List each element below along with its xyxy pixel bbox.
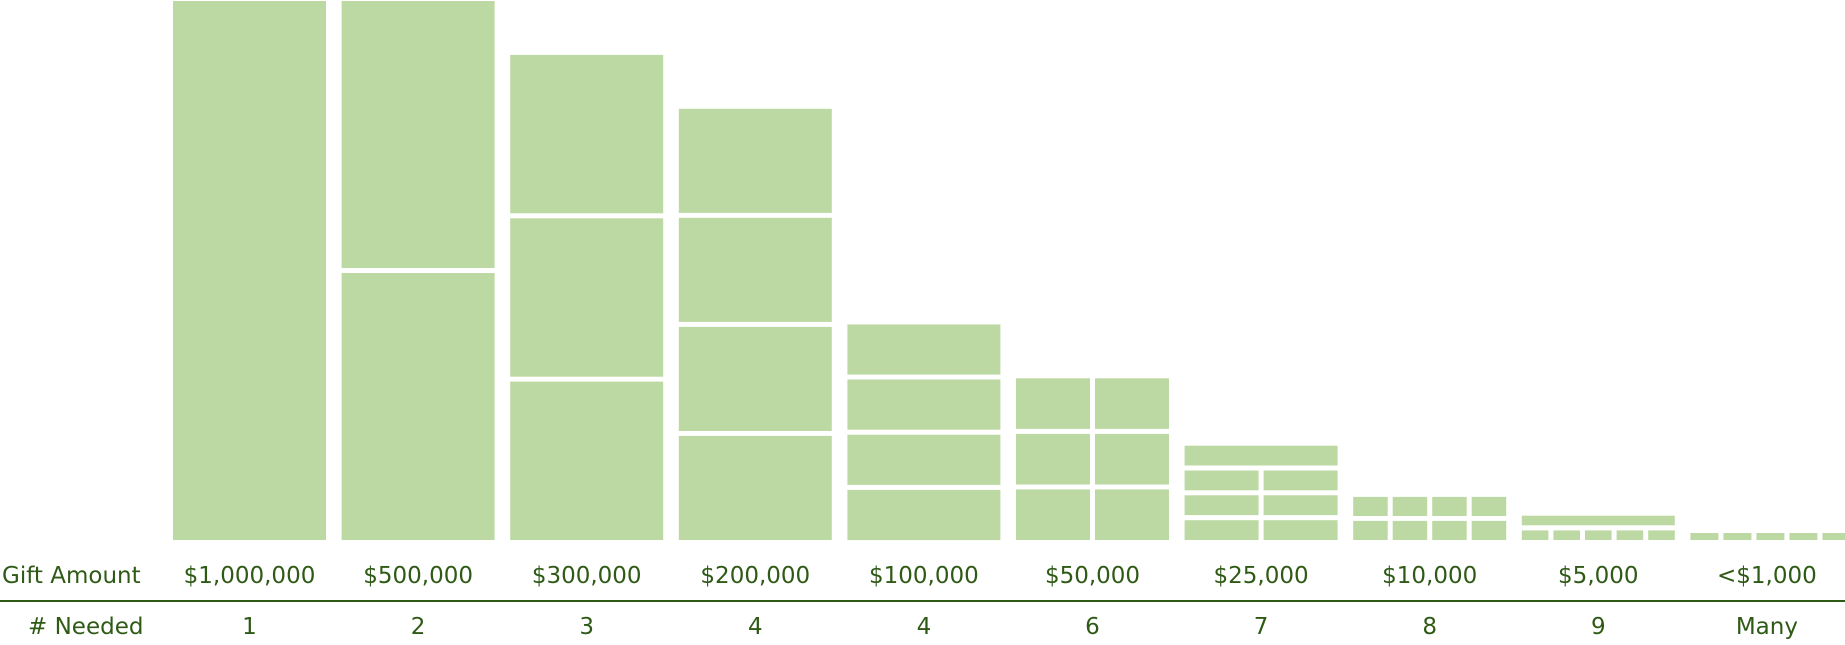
needed-col-8: 8 (1422, 614, 1437, 640)
needed-col-10: Many (1735, 614, 1798, 640)
needed-col-7: 7 (1253, 614, 1269, 640)
gift-amount-col-5: $100,000 (869, 563, 979, 589)
gift-block-col-8-6 (1392, 496, 1428, 516)
gift-block-col-6-5 (1016, 378, 1090, 429)
gift-amount-col-7: $25,000 (1213, 563, 1309, 589)
gift-block-col-8-2 (1392, 520, 1428, 540)
gift-block-col-8-1 (1353, 520, 1388, 540)
needed-col-9: 9 (1590, 614, 1606, 640)
gift-block-col-5-2 (847, 434, 1001, 485)
gift-block-col-7-3 (1184, 495, 1259, 516)
needed-col-1: 1 (242, 614, 257, 640)
gift-block-col-8-5 (1353, 496, 1388, 516)
gift-block-col-10-3 (1756, 533, 1785, 540)
gift-block-col-2-1 (341, 273, 495, 540)
gift-block-col-9-6 (1521, 515, 1675, 526)
gift-amount-col-8: $10,000 (1382, 563, 1478, 589)
gift-block-col-6-3 (1016, 433, 1090, 485)
gift-block-col-4-3 (678, 217, 832, 322)
gift-block-col-4-1 (678, 435, 832, 540)
row-label-gift-amount: Gift Amount (2, 563, 141, 589)
gift-amount-col-10: <$1,000 (1717, 563, 1817, 589)
gift-block-col-6-6 (1095, 378, 1169, 429)
gift-block-col-10-4 (1789, 533, 1818, 540)
gift-block-col-9-2 (1553, 530, 1580, 540)
gift-block-col-5-4 (847, 324, 1001, 375)
gift-block-col-9-5 (1648, 530, 1675, 540)
gift-amount-col-4: $200,000 (700, 563, 811, 589)
gift-block-col-9-4 (1616, 530, 1644, 540)
gift-block-col-6-1 (1016, 489, 1090, 540)
gift-block-col-10-2 (1723, 533, 1752, 540)
gift-amount-col-3: $300,000 (531, 563, 642, 589)
gift-block-col-6-4 (1095, 433, 1169, 485)
gift-block-col-10-1 (1690, 533, 1719, 540)
gift-block-col-4-2 (678, 326, 832, 431)
gift-block-col-3-3 (510, 54, 664, 214)
needed-col-3: 3 (579, 614, 594, 640)
gift-block-col-8-8 (1471, 496, 1507, 516)
gift-block-col-5-3 (847, 379, 1001, 430)
gift-block-col-7-4 (1263, 495, 1338, 516)
row-label-needed: # Needed (28, 614, 144, 640)
gift-block-col-6-2 (1095, 489, 1169, 540)
gift-block-col-10-5 (1822, 533, 1845, 540)
gift-block-col-3-1 (510, 381, 664, 540)
gift-amount-col-6: $50,000 (1044, 563, 1141, 589)
gift-block-col-8-7 (1432, 496, 1467, 516)
table-divider (0, 600, 1845, 602)
gift-block-col-7-5 (1184, 470, 1259, 491)
gift-block-col-9-3 (1585, 530, 1612, 540)
gift-block-col-7-1 (1184, 520, 1259, 540)
gift-block-col-4-4 (678, 108, 832, 213)
gift-block-col-3-2 (510, 218, 664, 377)
gift-amount-col-9: $5,000 (1558, 563, 1639, 589)
needed-col-4: 4 (747, 614, 763, 640)
gift-amount-col-2: $500,000 (363, 563, 473, 589)
gift-block-col-8-3 (1432, 520, 1467, 540)
gift-amount-col-1: $1,000,000 (183, 563, 316, 589)
gift-block-col-7-2 (1263, 520, 1338, 540)
gift-block-col-9-1 (1521, 530, 1549, 540)
gift-block-col-5-1 (847, 489, 1001, 541)
gift-block-col-7-7 (1184, 445, 1338, 466)
gift-block-col-8-4 (1471, 520, 1507, 540)
needed-col-6: 6 (1085, 614, 1100, 640)
gift-block-col-2-2 (341, 1, 495, 268)
needed-col-5: 4 (916, 614, 932, 640)
gift-block-col-7-6 (1263, 470, 1338, 491)
needed-col-2: 2 (410, 614, 426, 640)
gift-block-col-1-1 (173, 1, 326, 540)
